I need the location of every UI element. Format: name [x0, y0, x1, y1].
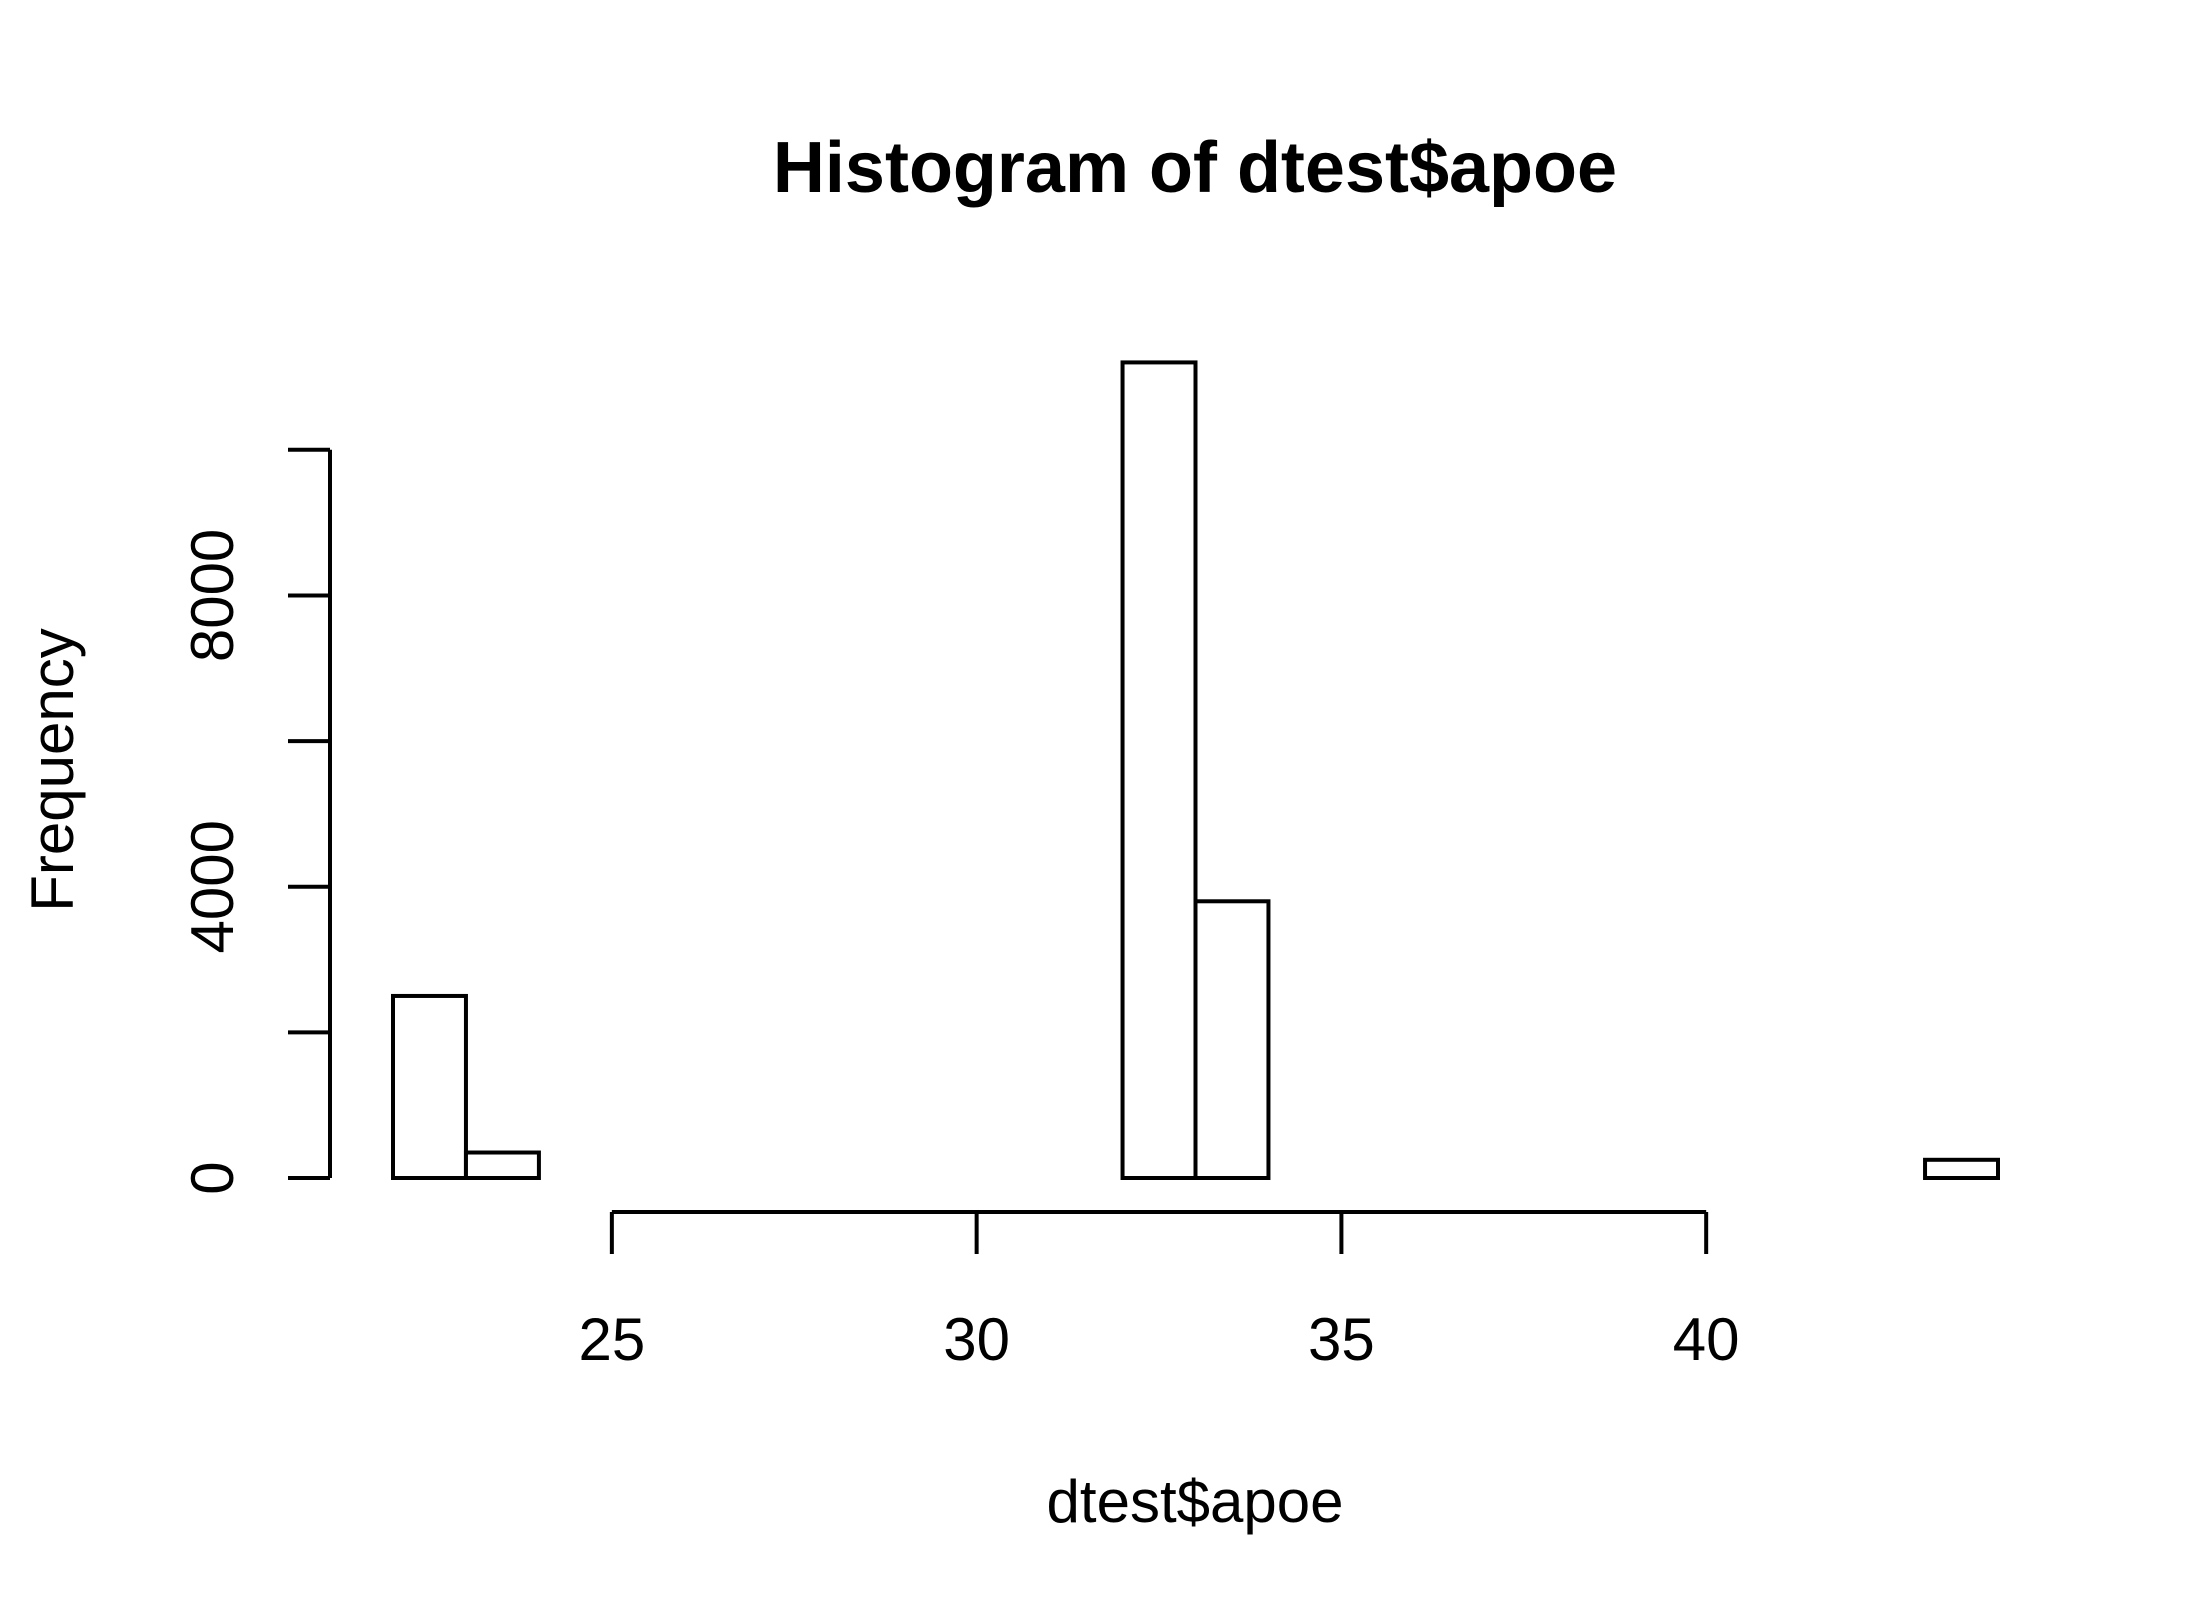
- y-tick-label: 0: [179, 1161, 246, 1194]
- histogram-bar: [463, 1150, 541, 1180]
- chart-title: Histogram of dtest$apoe: [773, 128, 1617, 208]
- histogram-bar: [1120, 360, 1198, 1180]
- y-axis-label: Frequency: [19, 628, 86, 911]
- y-tick-label: 4000: [179, 820, 246, 953]
- x-tick-label: 25: [578, 1306, 645, 1373]
- x-tick-label: 30: [943, 1306, 1010, 1373]
- bars-group: [391, 360, 2000, 1181]
- x-tick-label: 40: [1673, 1306, 1740, 1373]
- x-axis-label: dtest$apoe: [1047, 1468, 1344, 1535]
- y-tick-label: 8000: [179, 529, 246, 662]
- histogram-bar: [391, 993, 468, 1181]
- x-axis: 25 30 35 40: [578, 1210, 1740, 1373]
- x-tick-label: 35: [1308, 1306, 1375, 1373]
- histogram-bar: [1193, 899, 1271, 1180]
- y-axis: 0 4000 8000: [179, 447, 332, 1195]
- histogram-bar: [1923, 1157, 2000, 1181]
